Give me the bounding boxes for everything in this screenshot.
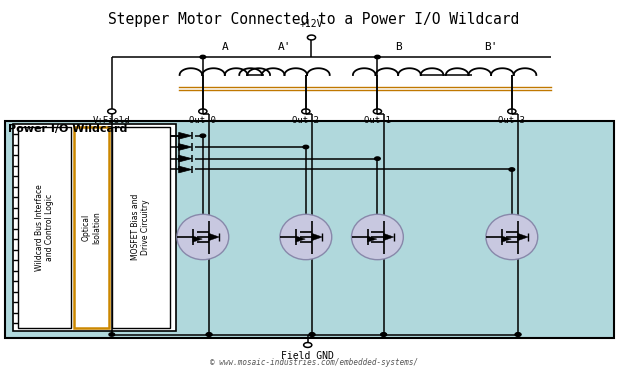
Polygon shape	[208, 233, 219, 241]
Text: Wildcard Bus Interface
and Control Logic: Wildcard Bus Interface and Control Logic	[35, 184, 54, 271]
FancyBboxPatch shape	[112, 127, 170, 328]
Polygon shape	[179, 144, 192, 150]
Polygon shape	[367, 236, 377, 242]
Text: Out 3: Out 3	[499, 116, 525, 125]
Circle shape	[374, 157, 381, 160]
Circle shape	[509, 168, 515, 171]
Text: V+Field: V+Field	[93, 116, 131, 125]
FancyBboxPatch shape	[5, 121, 614, 338]
Polygon shape	[311, 233, 322, 241]
Circle shape	[109, 333, 114, 336]
Circle shape	[381, 333, 386, 336]
Ellipse shape	[486, 214, 538, 260]
FancyBboxPatch shape	[74, 127, 109, 328]
Circle shape	[206, 333, 212, 336]
Polygon shape	[179, 155, 192, 162]
Circle shape	[303, 146, 309, 149]
Polygon shape	[193, 236, 202, 242]
Polygon shape	[179, 132, 192, 139]
Text: Stepper Motor Connected to a Power I/O Wildcard: Stepper Motor Connected to a Power I/O W…	[109, 12, 519, 27]
Circle shape	[515, 333, 521, 336]
Circle shape	[309, 333, 315, 336]
Polygon shape	[179, 166, 192, 173]
Circle shape	[200, 134, 206, 138]
Polygon shape	[502, 236, 511, 242]
Polygon shape	[517, 233, 528, 241]
Ellipse shape	[280, 214, 332, 260]
Circle shape	[374, 56, 381, 59]
Circle shape	[206, 333, 212, 336]
Polygon shape	[296, 236, 305, 242]
Text: A': A'	[278, 42, 291, 52]
Text: Field GND: Field GND	[281, 351, 334, 361]
Circle shape	[200, 56, 206, 59]
Text: +12V: +12V	[300, 19, 323, 29]
Polygon shape	[383, 233, 394, 241]
Circle shape	[515, 333, 521, 336]
Text: Power I/O Wildcard: Power I/O Wildcard	[8, 124, 127, 134]
FancyBboxPatch shape	[18, 127, 71, 328]
FancyBboxPatch shape	[13, 124, 176, 331]
Text: B: B	[395, 42, 401, 52]
Text: Out 0: Out 0	[190, 116, 216, 125]
Text: Out 1: Out 1	[364, 116, 391, 125]
Text: Out 2: Out 2	[293, 116, 319, 125]
Circle shape	[309, 333, 315, 336]
Text: MOSFET Bias and
Drive Circuitry: MOSFET Bias and Drive Circuitry	[131, 194, 150, 260]
Circle shape	[381, 333, 386, 336]
Text: Optical
Isolation: Optical Isolation	[82, 211, 101, 244]
Ellipse shape	[177, 214, 229, 260]
Text: A: A	[222, 42, 228, 52]
Text: B': B'	[484, 42, 498, 52]
Text: © www.mosaic-industries.com/embedded-systems/: © www.mosaic-industries.com/embedded-sys…	[210, 358, 418, 367]
Ellipse shape	[352, 214, 403, 260]
